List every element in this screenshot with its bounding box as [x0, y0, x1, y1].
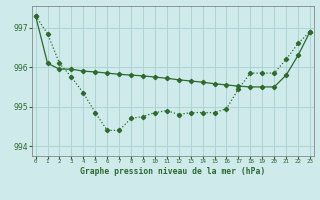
X-axis label: Graphe pression niveau de la mer (hPa): Graphe pression niveau de la mer (hPa): [80, 167, 265, 176]
